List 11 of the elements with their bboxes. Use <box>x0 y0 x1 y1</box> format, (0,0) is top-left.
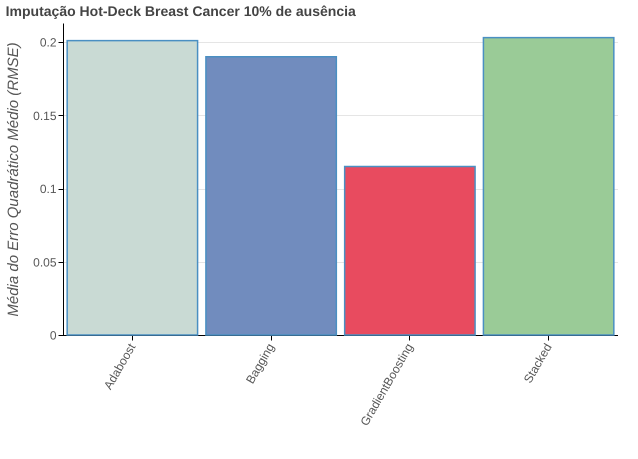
y-axis-title: Média do Erro Quadrático Médio (RMSE) <box>5 42 22 317</box>
bar <box>344 166 476 336</box>
y-tick-label: 0.1 <box>40 182 57 196</box>
chart-title: Imputação Hot-Deck Breast Cancer 10% de ausência <box>6 3 356 19</box>
y-tick-label: 0.05 <box>33 255 57 270</box>
y-tick-label: 0 <box>50 328 57 342</box>
bar <box>482 36 615 336</box>
y-tick-label: 0.15 <box>33 108 57 123</box>
y-tick-label: 0.2 <box>40 36 57 50</box>
bar <box>66 40 198 336</box>
bar <box>205 56 338 336</box>
